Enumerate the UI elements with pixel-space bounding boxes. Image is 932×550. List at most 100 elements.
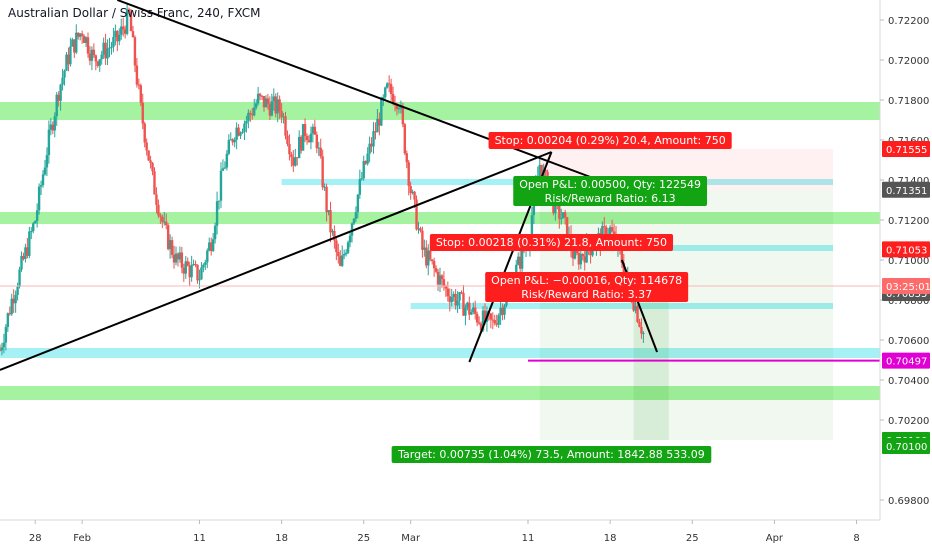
sr-zone-band[interactable] xyxy=(0,386,880,400)
candle-body xyxy=(69,46,72,65)
candle-body xyxy=(202,264,205,268)
candle-body xyxy=(421,230,424,250)
annotation-labels-layer: Stop: 0.00204 (0.29%) 20.4, Amount: 750 O… xyxy=(391,132,732,463)
candle-body xyxy=(127,9,131,13)
y-tick-label: 0.70200 xyxy=(888,416,929,427)
candle-body xyxy=(247,112,250,121)
candle-body xyxy=(71,39,74,47)
position-label-subtext: Risk/Reward Ratio: 3.37 xyxy=(521,288,652,301)
y-tick-label: 0.70600 xyxy=(888,336,929,347)
candle-body xyxy=(266,98,270,105)
trendline[interactable] xyxy=(116,0,599,181)
candle-body xyxy=(366,153,369,164)
candle-body xyxy=(331,230,334,233)
candle-body xyxy=(55,94,58,117)
time-axis[interactable]: 28 Feb 11 18 25 Mar 11 18 25 Apr 8 xyxy=(29,520,860,544)
y-tick-label: 0.71200 xyxy=(888,216,929,227)
candle-body xyxy=(100,54,103,60)
candle-body xyxy=(571,249,575,259)
candle-body xyxy=(495,323,498,325)
position-label[interactable]: Open P&L: 0.00500, Qty: 122549Risk/Rewar… xyxy=(513,176,708,206)
candle-body xyxy=(397,108,401,110)
candle-body xyxy=(75,32,78,53)
sr-zone-band[interactable] xyxy=(0,212,880,224)
candle-body xyxy=(415,199,418,230)
price-badge-text: 0.71351 xyxy=(886,186,927,197)
candle-body xyxy=(315,134,318,149)
candle-body xyxy=(372,131,375,147)
candle-body xyxy=(108,47,111,49)
candle-body xyxy=(362,160,365,179)
candle-body xyxy=(206,250,209,263)
candle-body xyxy=(348,235,352,243)
candle-body xyxy=(603,226,606,228)
candle-body xyxy=(298,136,301,159)
level-line[interactable] xyxy=(410,303,834,309)
x-tick-label: 25 xyxy=(686,533,699,544)
candle-body xyxy=(354,212,358,219)
candle-body xyxy=(460,292,463,294)
candle-body xyxy=(503,305,506,315)
candle-body xyxy=(436,271,440,285)
candle-body xyxy=(642,333,645,335)
position-label[interactable]: Open P&L: −0.00016, Qty: 114678Risk/Rewa… xyxy=(485,272,689,302)
candle-body xyxy=(440,275,444,280)
candle-body xyxy=(200,267,203,280)
candle-body xyxy=(368,143,371,154)
candle-body xyxy=(350,223,354,236)
position-label-box xyxy=(488,132,732,149)
candle-body xyxy=(477,322,481,324)
candle-body xyxy=(538,164,541,177)
position-label[interactable]: Stop: 0.00218 (0.31%) 21.8, Amount: 750 xyxy=(429,234,674,251)
trendline[interactable] xyxy=(0,151,552,371)
candle-body xyxy=(123,29,127,34)
candle-body xyxy=(325,186,328,213)
candle-body xyxy=(137,84,141,86)
candle-body xyxy=(294,157,297,166)
candle-body xyxy=(256,93,260,104)
candle-body xyxy=(231,139,234,143)
candle-body xyxy=(92,49,96,56)
candle-body xyxy=(610,227,614,232)
position-label[interactable]: Stop: 0.00204 (0.29%) 20.4, Amount: 750 xyxy=(488,132,732,149)
candle-body xyxy=(67,54,70,65)
candle-body xyxy=(0,350,2,351)
y-tick-label: 0.70800 xyxy=(888,296,929,307)
candle-body xyxy=(161,216,164,222)
candle-body xyxy=(356,194,360,213)
candle-body xyxy=(450,297,453,303)
candle-body xyxy=(344,252,348,255)
level-line[interactable] xyxy=(633,245,834,251)
x-tick-label: Mar xyxy=(401,533,421,544)
sr-zone-band[interactable] xyxy=(0,348,880,358)
candle-body xyxy=(540,164,543,180)
candle-body xyxy=(227,140,230,154)
candle-body xyxy=(483,310,487,322)
candle-body xyxy=(133,37,137,66)
candle-body xyxy=(468,302,471,315)
candle-body xyxy=(419,228,422,231)
sr-zone-band[interactable] xyxy=(0,102,880,120)
y-tick-label: 0.70400 xyxy=(888,376,929,387)
candle-body xyxy=(292,157,295,166)
candle-body xyxy=(125,9,129,34)
candle-body xyxy=(210,242,213,251)
candle-body xyxy=(147,150,150,161)
candle-body xyxy=(432,261,436,269)
position-zone xyxy=(539,189,834,440)
candle-body xyxy=(35,210,39,222)
candle-body xyxy=(446,288,450,297)
candle-body xyxy=(458,292,461,301)
y-tick-label: 0.71000 xyxy=(888,256,929,267)
candle-body xyxy=(563,212,567,218)
position-label[interactable]: Target: 0.00735 (1.04%) 73.5, Amount: 18… xyxy=(391,446,712,463)
candle-body xyxy=(517,256,520,265)
candle-body xyxy=(18,269,21,287)
candle-body xyxy=(94,55,98,62)
candle-body xyxy=(474,307,477,315)
candle-body xyxy=(249,112,252,115)
candle-body xyxy=(579,253,582,265)
candle-body xyxy=(196,264,199,281)
candle-body xyxy=(444,286,448,289)
